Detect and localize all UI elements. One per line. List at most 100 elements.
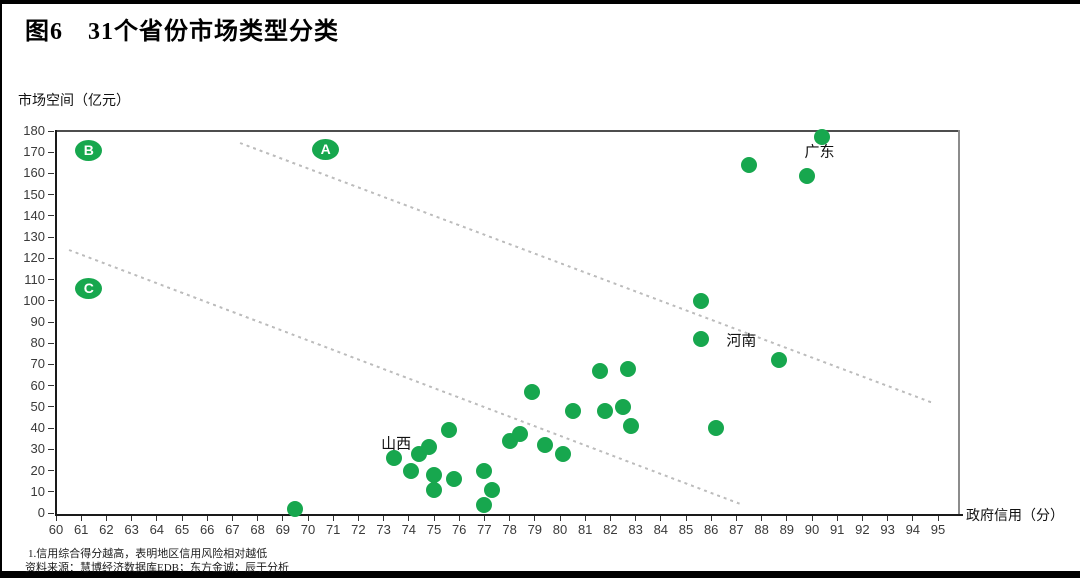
zone-boundary-line <box>239 141 934 404</box>
y-axis-tick <box>48 257 54 259</box>
x-axis-tick <box>735 516 737 521</box>
plot-top-border <box>55 130 960 132</box>
x-axis-tick-label: 64 <box>149 522 165 537</box>
x-axis-tick-label: 61 <box>73 522 89 537</box>
y-axis-tick-label: 30 <box>30 441 45 457</box>
data-point <box>426 481 442 498</box>
y-axis-tick-label: 110 <box>24 271 45 287</box>
x-axis-tick-label: 94 <box>905 522 921 537</box>
x-axis-line <box>55 514 963 516</box>
x-axis-tick <box>408 516 410 521</box>
x-axis-tick <box>836 516 838 521</box>
data-point <box>592 362 609 379</box>
y-axis-tick <box>48 427 54 429</box>
y-axis-tick <box>48 470 54 472</box>
x-axis-tick-label: 72 <box>351 522 366 537</box>
y-axis-tick <box>48 321 54 323</box>
data-point <box>426 466 442 483</box>
x-axis-tick-label: 77 <box>477 522 492 537</box>
x-axis-tick-label: 90 <box>804 522 820 537</box>
data-point <box>615 398 631 415</box>
x-axis-tick <box>156 516 158 521</box>
x-axis-tick-label: 83 <box>628 522 643 537</box>
y-axis-tick <box>48 512 54 514</box>
y-axis-tick-label: 50 <box>30 398 45 414</box>
x-axis-tick <box>912 516 914 521</box>
y-axis-tick-label: 150 <box>23 186 45 202</box>
y-axis-tick <box>48 406 54 408</box>
x-axis-tick-label: 81 <box>577 522 593 537</box>
data-point <box>476 462 493 479</box>
y-axis-tick-label: 100 <box>23 292 45 308</box>
x-axis-tick <box>509 516 511 521</box>
x-axis-tick <box>786 516 788 521</box>
y-axis-tick-label: 0 <box>37 505 45 520</box>
province-label: 河南 <box>726 333 757 350</box>
plot-right-border <box>958 130 960 516</box>
zone-marker-b: B <box>75 139 103 161</box>
y-axis-tick <box>48 491 54 493</box>
y-axis-unit-label: 市场空间（亿元） <box>18 94 130 109</box>
data-point <box>771 352 788 369</box>
y-axis-tick <box>48 151 54 153</box>
footnote-credit-note: 1.信用综合得分越高，表明地区信用风险相对越低 <box>28 548 268 560</box>
data-point <box>385 449 402 466</box>
x-axis-tick-label: 62 <box>99 522 114 537</box>
x-axis-tick-label: 93 <box>880 522 895 537</box>
y-axis-tick-label: 180 <box>23 123 45 138</box>
x-axis-tick-label: 65 <box>174 522 190 537</box>
data-point <box>708 420 725 437</box>
data-point <box>536 437 553 454</box>
x-axis-tick <box>257 516 259 521</box>
y-axis-tick <box>48 300 54 302</box>
x-axis-tick <box>559 516 561 521</box>
x-axis-tick-label: 60 <box>48 522 64 537</box>
data-point <box>622 417 639 434</box>
x-axis-tick-label: 63 <box>124 522 139 537</box>
y-axis-tick <box>48 385 54 387</box>
x-axis-tick <box>861 516 863 521</box>
data-point <box>441 422 458 439</box>
x-axis-tick <box>609 516 611 521</box>
y-axis-tick <box>48 236 54 238</box>
y-axis-tick <box>48 194 54 196</box>
left-border-bar <box>0 0 2 578</box>
x-axis-tick <box>660 516 662 521</box>
data-point <box>483 481 500 498</box>
y-axis-line <box>55 130 57 516</box>
x-axis-tick-label: 74 <box>401 522 417 537</box>
x-axis-tick-label: 68 <box>250 522 265 537</box>
data-point <box>403 462 420 479</box>
data-point <box>798 167 815 184</box>
x-axis-tick <box>55 516 57 521</box>
x-axis-unit-label: 政府信用（分） <box>966 509 1064 524</box>
x-axis-tick <box>635 516 637 521</box>
x-axis-tick <box>307 516 309 521</box>
data-point <box>741 156 757 173</box>
x-axis-tick-label: 69 <box>275 522 291 537</box>
data-point <box>693 330 710 347</box>
data-point <box>420 439 437 456</box>
x-axis-tick <box>357 516 359 521</box>
x-axis-tick-label: 92 <box>855 522 870 537</box>
x-axis-tick-label: 95 <box>930 522 946 537</box>
top-border-bar <box>0 0 1080 4</box>
y-axis-tick <box>48 363 54 365</box>
y-axis-tick <box>48 279 54 281</box>
bottom-border-bar <box>0 571 1080 578</box>
y-axis-tick <box>48 215 54 217</box>
data-point <box>597 403 614 420</box>
x-axis-tick-label: 82 <box>603 522 618 537</box>
x-axis-tick-label: 78 <box>502 522 517 537</box>
x-axis-tick <box>887 516 889 521</box>
y-axis-tick-label: 120 <box>23 250 45 266</box>
x-axis-tick <box>80 516 82 521</box>
plot-area: 60 61 62 63 64 65 66 67 68 69 70 71 72 73 74 75 76 77 78 79… <box>23 123 963 537</box>
zone-marker-c: C <box>75 277 103 299</box>
x-axis-tick <box>383 516 385 521</box>
data-point <box>693 292 710 309</box>
y-axis-tick <box>48 342 54 344</box>
y-axis-tick <box>48 130 54 132</box>
x-axis-tick-label: 85 <box>678 522 694 537</box>
x-axis-tick <box>433 516 435 521</box>
